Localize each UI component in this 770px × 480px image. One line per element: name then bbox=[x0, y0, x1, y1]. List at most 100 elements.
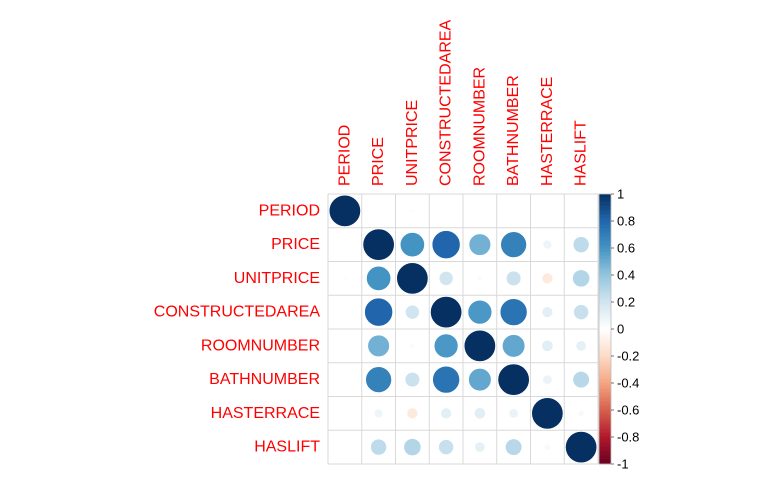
colorbar-segment bbox=[599, 401, 611, 404]
column-label: CONSTRUCTEDAREA bbox=[438, 19, 455, 186]
corr-circle-constructedarea-haslift bbox=[573, 304, 589, 320]
column-label: UNITPRICE bbox=[404, 100, 421, 186]
colorbar-segment bbox=[599, 215, 611, 218]
colorbar-segment bbox=[599, 208, 611, 211]
colorbar-segment bbox=[599, 212, 611, 215]
colorbar-segment bbox=[599, 234, 611, 237]
colorbar-tick-label: -0.2 bbox=[617, 349, 639, 364]
column-labels: PERIOD PRICE UNITPRICE CONSTRUCTEDAREA ROOMN… bbox=[336, 19, 589, 186]
colorbar-segment bbox=[599, 319, 611, 322]
circle-layer bbox=[328, 194, 598, 464]
colorbar-segment bbox=[599, 343, 611, 346]
corr-circle-period-bathnumber bbox=[511, 209, 516, 213]
colorbar-segment bbox=[599, 449, 611, 451]
colorbar-segment bbox=[599, 241, 611, 243]
colorbar-segment bbox=[599, 377, 611, 380]
colorbar-segment bbox=[599, 361, 611, 364]
corr-circle-constructedarea-roomnumber bbox=[467, 299, 493, 325]
colorbar-segment bbox=[599, 324, 611, 327]
colorbar-segment bbox=[599, 258, 611, 261]
colorbar-segment bbox=[599, 262, 611, 265]
colorbar-segment bbox=[599, 408, 611, 411]
corr-circle-price-bathnumber bbox=[500, 231, 527, 258]
corr-circle-roomnumber-period bbox=[343, 344, 347, 348]
colorbar-segment bbox=[599, 454, 611, 457]
corr-circle-constructedarea-bathnumber bbox=[499, 298, 528, 326]
colorbar-segment bbox=[599, 307, 611, 310]
colorbar-segment bbox=[599, 250, 611, 253]
colorbar-segment bbox=[599, 388, 611, 391]
corr-circle-haslift-haslift bbox=[565, 431, 598, 464]
colorbar-segment bbox=[599, 248, 611, 250]
colorbar-segment bbox=[599, 203, 611, 206]
colorbar-segment bbox=[599, 308, 611, 311]
corr-circle-hasterrace-bathnumber bbox=[508, 408, 519, 419]
colorbar-segment bbox=[599, 211, 611, 214]
colorbar-segment bbox=[599, 399, 611, 401]
colorbar-segment bbox=[599, 385, 611, 388]
colorbar-segment bbox=[599, 418, 611, 420]
colorbar-segment bbox=[599, 329, 611, 331]
corr-circle-unitprice-bathnumber bbox=[505, 270, 522, 287]
colorbar-segment bbox=[599, 358, 611, 361]
colorbar-tick-label: 0.4 bbox=[617, 268, 635, 283]
colorbar-segment bbox=[599, 273, 611, 276]
corr-circle-bathnumber-unitprice bbox=[404, 371, 421, 388]
corr-circle-hasterrace-hasterrace bbox=[531, 397, 564, 430]
row-label: UNITPRICE bbox=[234, 270, 320, 287]
colorbar-segment bbox=[599, 374, 611, 377]
corr-circle-period-period bbox=[328, 194, 361, 227]
column-label: PERIOD bbox=[336, 125, 353, 186]
colorbar-segment bbox=[599, 453, 611, 455]
colorbar-segment bbox=[599, 314, 611, 316]
colorbar-segment bbox=[599, 331, 611, 334]
colorbar-segment bbox=[599, 223, 611, 226]
colorbar-segment bbox=[599, 442, 611, 445]
colorbar-segment bbox=[599, 210, 611, 212]
colorbar-segment bbox=[599, 426, 611, 428]
colorbar-segment bbox=[599, 337, 611, 339]
corr-circle-price-constructedarea bbox=[431, 230, 461, 259]
colorbar-segment bbox=[599, 410, 611, 412]
corr-circle-price-hasterrace bbox=[542, 239, 553, 250]
colorbar-segment bbox=[599, 411, 611, 413]
colorbar-segment bbox=[599, 202, 611, 204]
corr-circle-roomnumber-haslift bbox=[575, 340, 587, 352]
colorbar-segment bbox=[599, 312, 611, 315]
colorbar-segment bbox=[599, 216, 611, 219]
colorbar-segment bbox=[599, 303, 611, 305]
colorbar-segment bbox=[599, 368, 611, 370]
colorbar-segment bbox=[599, 424, 611, 427]
colorbar-segment bbox=[599, 320, 611, 323]
colorbar-segment bbox=[599, 378, 611, 381]
corr-circle-unitprice-price bbox=[366, 265, 392, 291]
colorbar-segment bbox=[599, 370, 611, 373]
colorbar-segment bbox=[599, 422, 611, 424]
colorbar-segment bbox=[599, 384, 611, 386]
colorbar-segment bbox=[599, 194, 611, 196]
colorbar-segment bbox=[599, 257, 611, 260]
colorbar-segment bbox=[599, 280, 611, 283]
corr-circle-price-haslift bbox=[572, 236, 590, 253]
colorbar-segment bbox=[599, 311, 611, 314]
colorbar-segment bbox=[599, 310, 611, 312]
colorbar-tick-label: 0.2 bbox=[617, 295, 635, 310]
colorbar-segment bbox=[599, 341, 611, 343]
colorbar-segment bbox=[599, 369, 611, 372]
colorbar-segment bbox=[599, 439, 611, 442]
colorbar-segment bbox=[599, 458, 611, 461]
colorbar-segment bbox=[599, 447, 611, 450]
colorbar-segment bbox=[599, 342, 611, 345]
colorbar-segment bbox=[599, 383, 611, 385]
corr-circle-roomnumber-hasterrace bbox=[541, 339, 554, 352]
colorbar-segment bbox=[599, 404, 611, 407]
colorbar-segment bbox=[599, 450, 611, 453]
colorbar-segment bbox=[599, 345, 611, 347]
colorbar-segment bbox=[599, 396, 611, 399]
corr-circle-bathnumber-period bbox=[343, 377, 347, 382]
corr-circle-unitprice-roomnumber bbox=[476, 275, 483, 282]
colorbar-segment bbox=[599, 333, 611, 335]
colorbar-segment bbox=[599, 198, 611, 200]
colorbar-segment bbox=[599, 252, 611, 254]
